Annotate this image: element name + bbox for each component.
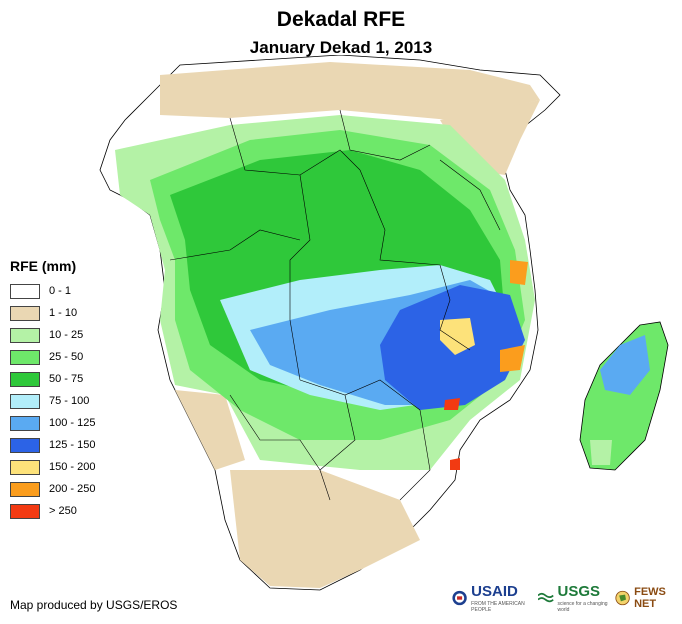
legend-label: 0 - 1 [49, 285, 72, 297]
legend-label: 1 - 10 [49, 307, 78, 319]
legend-row: 200 - 250 [10, 478, 120, 500]
dry-zone-sw [175, 390, 245, 470]
usgs-tagline: science for a changing world [557, 601, 608, 613]
fews-net-wordmark: FEWS NET [634, 586, 666, 610]
legend-label: 100 - 125 [49, 417, 96, 429]
legend-swatch [10, 503, 40, 519]
legend-row: 0 - 1 [10, 280, 120, 302]
legend-label: 200 - 250 [49, 483, 96, 495]
legend-title: RFE (mm) [10, 258, 77, 274]
legend-swatch [10, 283, 40, 299]
usaid-seal-icon [452, 590, 467, 606]
zone-150-200 [440, 318, 475, 355]
fews-net-globe-icon [615, 590, 630, 606]
country-borders [169, 109, 501, 501]
map-subtitle: January Dekad 1, 2013 [249, 38, 433, 57]
usaid-logo: USAID FROM THE AMERICAN PEOPLE [471, 583, 534, 613]
zone-200-250-b [510, 260, 528, 285]
usaid-wordmark: USAID [471, 583, 518, 600]
usaid-tagline: FROM THE AMERICAN PEOPLE [471, 601, 525, 613]
zone-200-250 [500, 345, 525, 372]
dry-zone-south [230, 470, 420, 588]
legend-label: 75 - 100 [49, 395, 90, 407]
legend: RFE (mm) 0 - 1 1 - 10 10 - 25 25 - 50 50 - 7… [10, 258, 120, 522]
legend-swatch [10, 481, 40, 497]
legend-swatch [10, 349, 40, 365]
legend-label: 125 - 150 [49, 439, 96, 451]
usgs-wordmark: USGS [557, 583, 601, 600]
legend-swatch [10, 437, 40, 453]
madagascar-wet [600, 335, 650, 395]
legend-swatch [10, 305, 40, 321]
legend-row: > 250 [10, 500, 120, 522]
legend-row: 10 - 25 [10, 324, 120, 346]
legend-swatch [10, 459, 40, 475]
map-title: Dekadal RFE [276, 8, 406, 31]
legend-label: 25 - 50 [49, 351, 84, 363]
legend-label: 150 - 200 [49, 461, 96, 473]
legend-row: 50 - 75 [10, 368, 120, 390]
legend-row: 25 - 50 [10, 346, 120, 368]
zone-over-250-b [450, 458, 460, 470]
legend-row: 1 - 10 [10, 302, 120, 324]
madagascar-dry [590, 440, 612, 465]
legend-row: 75 - 100 [10, 390, 120, 412]
legend-swatch [10, 327, 40, 343]
legend-row: 100 - 125 [10, 412, 120, 434]
agency-logos: USAID FROM THE AMERICAN PEOPLE USGS scie… [452, 583, 682, 613]
legend-row: 150 - 200 [10, 456, 120, 478]
legend-label: 50 - 75 [49, 373, 84, 385]
credit-text: Map produced by USGS/EROS [10, 598, 178, 612]
legend-swatch [10, 393, 40, 409]
legend-label: 10 - 25 [49, 329, 84, 341]
dry-zone-north [160, 62, 540, 120]
rainfall-map [99, 55, 669, 591]
legend-swatch [10, 415, 40, 431]
legend-row: 125 - 150 [10, 434, 120, 456]
legend-swatch [10, 371, 40, 387]
usgs-wave-icon [538, 592, 554, 603]
usgs-logo: USGS science for a changing world [558, 583, 611, 613]
zone-over-250 [444, 398, 460, 410]
legend-label: > 250 [49, 505, 77, 517]
